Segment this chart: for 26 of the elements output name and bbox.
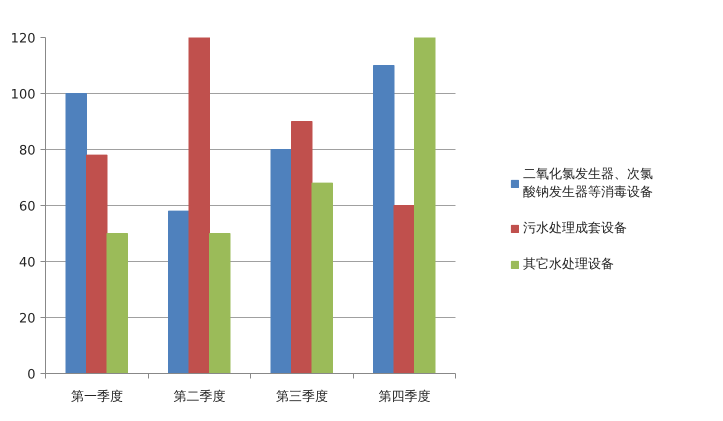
y-tick-label: 80 [18, 144, 36, 158]
x-tick-label: 第四季度 [378, 388, 430, 404]
bar [188, 38, 210, 374]
bar [394, 205, 415, 374]
y-tick-label: 120 [10, 32, 36, 46]
bar [414, 38, 436, 374]
bar [86, 154, 108, 374]
x-tick-label: 第一季度 [70, 388, 123, 404]
bar [106, 233, 128, 374]
y-tick-label: 20 [18, 312, 36, 326]
y-tick-label: 0 [27, 368, 36, 382]
bar [291, 121, 312, 374]
legend-label: 二氧化氯发生器、次氯酸钠发生器等消毒设备 [523, 166, 653, 201]
x-tick-label: 第三季度 [276, 388, 328, 404]
legend-label: 污水处理成套设备 [523, 220, 627, 237]
bar [312, 182, 333, 374]
y-tick-label: 100 [10, 88, 36, 102]
legend-label: 其它水处理设备 [523, 256, 614, 273]
bar [66, 93, 87, 374]
x-tick-label: 第二季度 [173, 388, 226, 404]
y-tick-label: 60 [18, 200, 36, 214]
bar [209, 233, 230, 374]
bar [373, 65, 394, 374]
bar [168, 210, 190, 374]
bar [270, 149, 292, 374]
y-tick-label: 40 [18, 256, 36, 270]
